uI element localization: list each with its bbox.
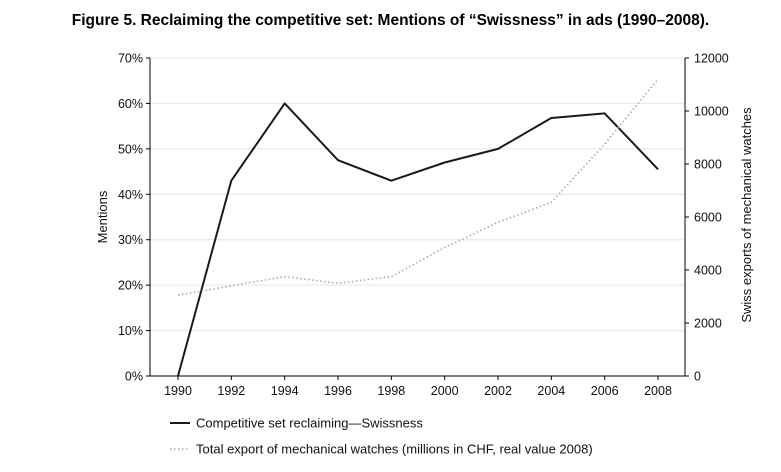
x-tick-label: 1990 (164, 384, 192, 398)
legend-label-1: Competitive set reclaiming—Swissness (196, 416, 423, 431)
x-tick-label: 2008 (644, 384, 672, 398)
x-tick-label: 1996 (324, 384, 352, 398)
series-line-2 (177, 78, 659, 296)
x-tick-label: 2000 (431, 384, 459, 398)
chart-title: Figure 5. Reclaiming the competitive set… (71, 12, 710, 29)
y-left-tick-label: 0% (125, 370, 143, 384)
y-right-tick-label: 8000 (694, 158, 722, 172)
x-tick-label: 1998 (377, 384, 405, 398)
legend-label-2: Total export of mechanical watches (mill… (196, 442, 593, 457)
series-lines (177, 78, 659, 377)
x-tick-label: 1994 (271, 384, 299, 398)
x-tick-label: 2006 (591, 384, 619, 398)
y-right-tick-label: 0 (694, 370, 701, 384)
x-tick-label: 2004 (537, 384, 565, 398)
grid-lines (150, 57, 685, 332)
y-right-tick-label: 12000 (694, 52, 729, 66)
y-left-tick-label: 10% (118, 324, 143, 338)
axes: 0% 10% 20% 30% 40% 50% 60% 70% 0 2000 4000 6000 8000… (95, 52, 754, 399)
x-tick-label: 1992 (217, 384, 245, 398)
y-right-tick-label: 2000 (694, 317, 722, 331)
y-right-tick-label: 10000 (694, 105, 729, 119)
y-left-axis-label: Mentions (95, 190, 110, 243)
y-left-tick-label: 50% (118, 142, 143, 156)
y-right-axis-label: Swiss exports of mechanical watches (739, 107, 754, 323)
y-left-tick-label: 30% (118, 233, 143, 247)
legend: Competitive set reclaiming—Swissness Tota… (170, 416, 593, 457)
y-left-tick-label: 60% (118, 97, 143, 111)
series-line-1 (177, 102, 659, 377)
y-right-tick-label: 4000 (694, 264, 722, 278)
y-left-tick-label: 40% (118, 188, 143, 202)
x-tick-label: 2002 (484, 384, 512, 398)
y-left-tick-label: 70% (118, 52, 143, 66)
y-left-tick-label: 20% (118, 279, 143, 293)
y-right-tick-label: 6000 (694, 211, 722, 225)
